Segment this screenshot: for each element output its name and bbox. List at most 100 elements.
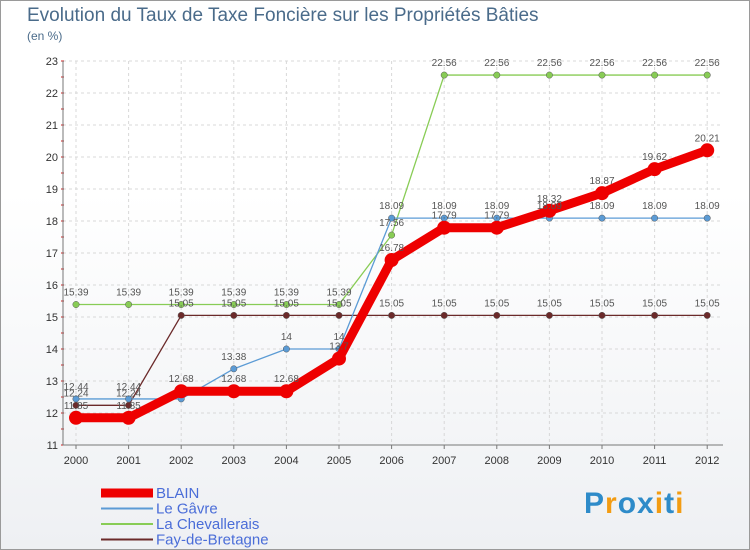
grid-lines: [63, 60, 723, 446]
data-label-le-gavre-2009: 18.09: [537, 201, 562, 212]
point-la-chevallerais-2012: [703, 71, 711, 79]
logo-letter: i: [654, 487, 665, 520]
logo-letter: r: [605, 487, 618, 520]
point-le-gavre-2012: [703, 214, 711, 222]
point-fay-de-bretagne-2003: [230, 311, 238, 319]
y-tick-12: 12: [46, 408, 58, 420]
y-tick-20: 20: [46, 152, 58, 164]
point-blain-2009: [542, 203, 557, 218]
logo-letter: i: [675, 487, 685, 520]
x-tick-2005: 2005: [327, 455, 351, 467]
data-label-la-chevallerais-2011: 22.56: [642, 58, 667, 69]
data-label-le-gavre-2010: 18.09: [589, 201, 614, 212]
x-tick-2009: 2009: [537, 455, 561, 467]
data-label-la-chevallerais-2002: 15.39: [169, 288, 194, 299]
point-fay-de-bretagne-2008: [493, 311, 501, 319]
data-label-le-gavre-2004: 14: [281, 332, 293, 343]
legend-label-le-gavre: Le Gâvre: [156, 501, 218, 518]
data-label-le-gavre-2003: 13.38: [221, 352, 246, 363]
data-label-fay-de-bretagne-2000: 12.24: [63, 388, 88, 399]
x-tick-2003: 2003: [222, 455, 246, 467]
y-tick-11: 11: [47, 440, 58, 452]
data-label-blain-2001: 11.85: [116, 401, 141, 412]
x-tick-2004: 2004: [274, 455, 298, 467]
data-label-la-chevallerais-2010: 22.56: [589, 58, 614, 69]
point-la-chevallerais-2000: [72, 301, 80, 308]
data-label-blain-2006: 16.78: [379, 243, 404, 254]
data-label-blain-2007: 17.79: [432, 211, 457, 222]
point-fay-de-bretagne-2006: [388, 311, 396, 319]
x-tick-2008: 2008: [485, 455, 509, 467]
point-fay-de-bretagne-2011: [651, 311, 659, 319]
x-tick-2007: 2007: [432, 455, 456, 467]
y-tick-22: 22: [46, 88, 58, 100]
point-blain-2002: [174, 384, 189, 399]
logo-letter: t: [664, 487, 676, 520]
point-la-chevallerais-2003: [230, 301, 238, 308]
data-label-la-chevallerais-2003: 15.39: [221, 288, 246, 299]
data-label-fay-de-bretagne-2001: 12.24: [116, 388, 141, 399]
point-blain-2007: [437, 220, 452, 235]
point-blain-2004: [279, 384, 294, 399]
data-label-blain-2003: 12.68: [221, 374, 246, 385]
data-label-fay-de-bretagne-2012: 15.05: [695, 298, 720, 309]
data-label-la-chevallerais-2000: 15.39: [63, 288, 88, 299]
y-tick-14: 14: [46, 344, 58, 356]
point-la-chevallerais-2001: [125, 301, 133, 308]
data-label-blain-2008: 17.79: [484, 211, 509, 222]
data-label-blain-2012: 20.21: [695, 133, 720, 144]
y-axis-unit-label: (en %): [27, 29, 63, 43]
series-layer: [69, 71, 715, 425]
y-tick-17: 17: [46, 248, 58, 260]
y-tick-23: 23: [46, 56, 58, 68]
data-label-blain-2011: 19.62: [642, 152, 667, 163]
proxiti-logo: Proxiti: [584, 487, 684, 521]
data-label-blain-2002: 12.68: [169, 374, 194, 385]
data-label-la-chevallerais-2008: 22.56: [484, 58, 509, 69]
x-tick-2002: 2002: [169, 455, 193, 467]
legend-label-blain: BLAIN: [156, 485, 199, 502]
point-blain-2006: [384, 253, 399, 268]
point-blain-2008: [489, 220, 504, 235]
point-la-chevallerais-2010: [598, 71, 606, 79]
data-label-la-chevallerais-2004: 15.39: [274, 288, 299, 299]
point-la-chevallerais-2002: [177, 301, 185, 308]
data-label-le-gavre-2006: 18.09: [379, 201, 404, 212]
legend-label-la-chevallerais: La Chevallerais: [156, 516, 259, 533]
y-tick-16: 16: [46, 280, 58, 292]
x-tick-2011: 2011: [643, 455, 667, 467]
point-blain-2003: [226, 384, 241, 399]
point-le-gavre-2004: [282, 345, 290, 353]
data-label-la-chevallerais-2009: 22.56: [537, 58, 562, 69]
legend-label-fay-de-bretagne: Fay-de-Bretagne: [156, 532, 269, 549]
data-label-la-chevallerais-2005: 15.39: [326, 288, 351, 299]
data-label-le-gavre-2012: 18.09: [695, 201, 720, 212]
data-label-fay-de-bretagne-2003: 15.05: [221, 298, 246, 309]
point-fay-de-bretagne-2009: [545, 311, 553, 319]
x-tick-2010: 2010: [590, 455, 614, 467]
x-tick-labels: 2000 2001 2002 2003 2004 2005 2006 2007 2008 2009…: [64, 455, 720, 467]
axes: [61, 60, 723, 449]
x-tick-2001: 2001: [116, 455, 140, 467]
point-la-chevallerais-2011: [651, 71, 659, 79]
data-label-fay-de-bretagne-2010: 15.05: [589, 298, 614, 309]
point-blain-2012: [700, 143, 715, 158]
x-tick-2006: 2006: [379, 455, 403, 467]
data-label-le-gavre-2005: 14: [333, 332, 345, 343]
data-labels-layer: 12.24 12.24 15.05 15.05 15.05 15.05 15.05 15.05…: [63, 58, 720, 412]
point-la-chevallerais-2005: [335, 301, 343, 308]
data-label-la-chevallerais-2007: 22.56: [432, 58, 457, 69]
data-label-fay-de-bretagne-2006: 15.05: [379, 298, 404, 309]
point-le-gavre-2003: [230, 365, 238, 373]
point-la-chevallerais-2009: [545, 71, 553, 79]
point-le-gavre-2001: [125, 395, 133, 403]
data-label-la-chevallerais-2006: 17.56: [379, 218, 404, 229]
data-label-fay-de-bretagne-2011: 15.05: [642, 298, 667, 309]
data-label-le-gavre-2011: 18.09: [642, 201, 667, 212]
point-la-chevallerais-2006: [388, 231, 396, 239]
y-tick-19: 19: [46, 184, 58, 196]
point-blain-2011: [647, 162, 662, 177]
point-la-chevallerais-2008: [493, 71, 501, 79]
